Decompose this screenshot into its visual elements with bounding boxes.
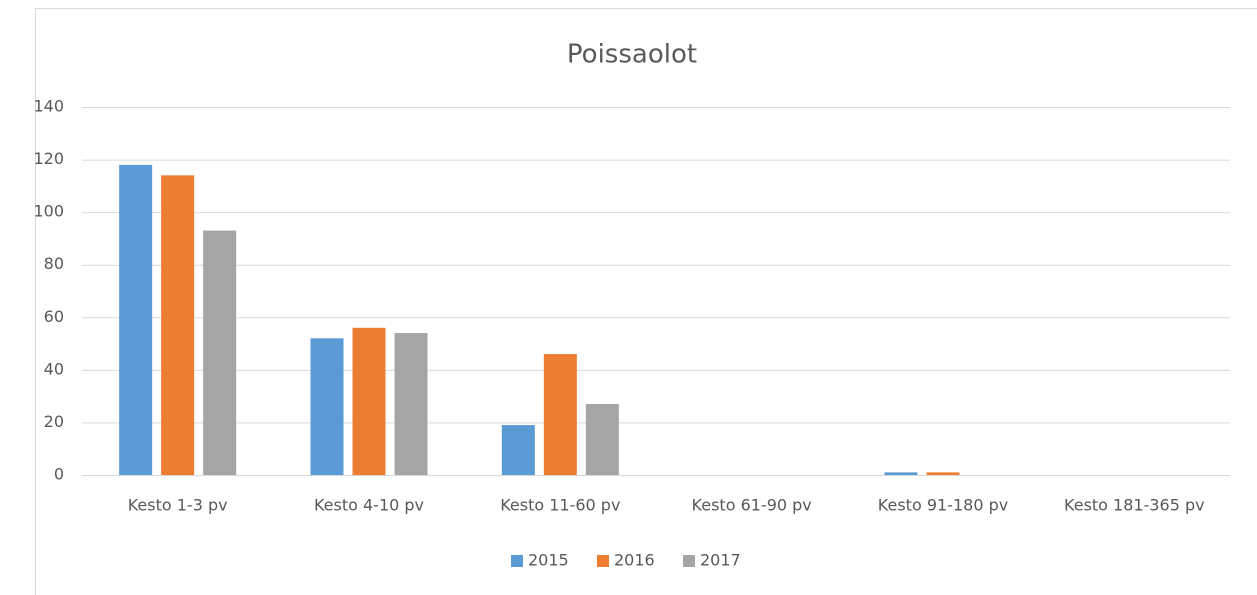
- legend-label: 2017: [700, 551, 741, 570]
- x-tick-label: Kesto 11-60 pv: [500, 496, 620, 515]
- bar: [310, 338, 344, 475]
- y-tick-label: 80: [44, 254, 64, 273]
- legend-label: 2015: [528, 551, 569, 570]
- bar: [203, 230, 237, 475]
- bar: [119, 164, 153, 476]
- bar: [543, 354, 577, 475]
- x-tick-label: Kesto 4-10 pv: [314, 496, 424, 515]
- y-tick-label: 60: [44, 307, 64, 326]
- legend-swatch: [511, 555, 523, 567]
- bar: [394, 333, 428, 475]
- y-tick-label: 20: [44, 412, 64, 431]
- bar: [352, 327, 386, 475]
- x-tick-label: Kesto 91-180 pv: [878, 496, 1008, 515]
- y-tick-label: 120: [33, 149, 64, 168]
- bar: [161, 175, 195, 476]
- chart-border: [35, 8, 1257, 595]
- bar: [926, 472, 960, 475]
- x-tick-label: Kesto 1-3 pv: [128, 496, 228, 515]
- bar: [585, 404, 619, 475]
- y-tick-label: 140: [33, 97, 64, 116]
- legend-swatch: [683, 555, 695, 567]
- x-tick-label: Kesto 61-90 pv: [692, 496, 812, 515]
- bar: [884, 472, 918, 475]
- bar: [501, 425, 535, 475]
- y-tick-label: 100: [33, 202, 64, 221]
- y-tick-label: 40: [44, 359, 64, 378]
- chart-title: Poissaolot: [567, 40, 697, 70]
- legend-label: 2016: [614, 551, 655, 570]
- x-tick-label: Kesto 181-365 pv: [1064, 496, 1205, 515]
- y-tick-label: 0: [54, 465, 64, 484]
- legend-swatch: [597, 555, 609, 567]
